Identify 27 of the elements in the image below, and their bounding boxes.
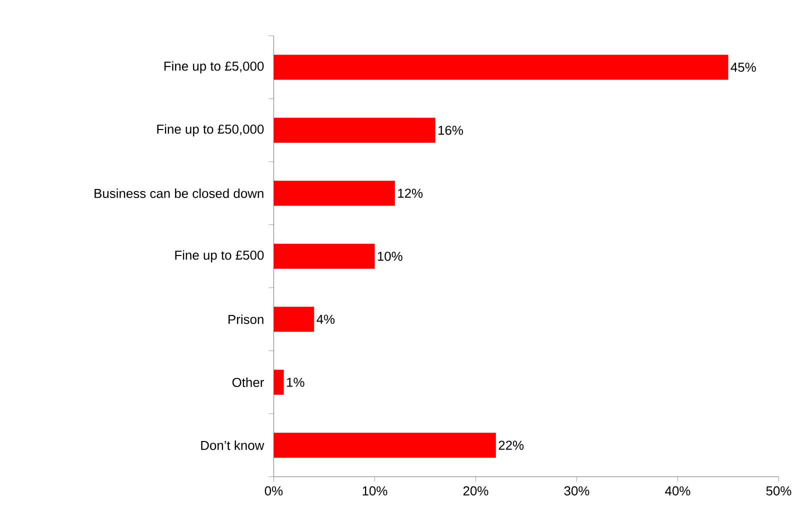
bar (274, 244, 375, 269)
data-label: 22% (498, 440, 524, 450)
x-tick-label: 10% (362, 486, 388, 496)
x-tick-label: 30% (564, 486, 590, 496)
y-tick-label: Fine up to £5,000 (164, 61, 264, 74)
x-tick-label: 40% (665, 486, 690, 496)
data-label: 1% (287, 378, 304, 387)
data-label: 16% (438, 126, 463, 135)
data-label: 12% (398, 188, 423, 198)
y-tick-label: Don’t know (201, 440, 264, 450)
bar (274, 432, 496, 458)
y-tick-label: Fine up to £50,000 (157, 124, 264, 136)
y-tick-label: Prison (228, 314, 264, 324)
data-label: 4% (316, 314, 335, 324)
x-tick-label: 50% (766, 486, 792, 496)
data-label: 10% (378, 252, 402, 261)
bar (274, 54, 728, 80)
bar (274, 118, 436, 143)
x-tick-label: 0% (264, 486, 283, 496)
y-tick-label: Business can be closed down (94, 188, 264, 198)
bar (274, 370, 284, 395)
bar (274, 180, 395, 206)
bar (274, 306, 314, 332)
data-label: 45% (730, 62, 756, 72)
x-tick-label: 20% (463, 486, 488, 496)
y-tick-label: Fine up to £500 (175, 250, 264, 262)
y-tick-label: Other (232, 378, 264, 388)
